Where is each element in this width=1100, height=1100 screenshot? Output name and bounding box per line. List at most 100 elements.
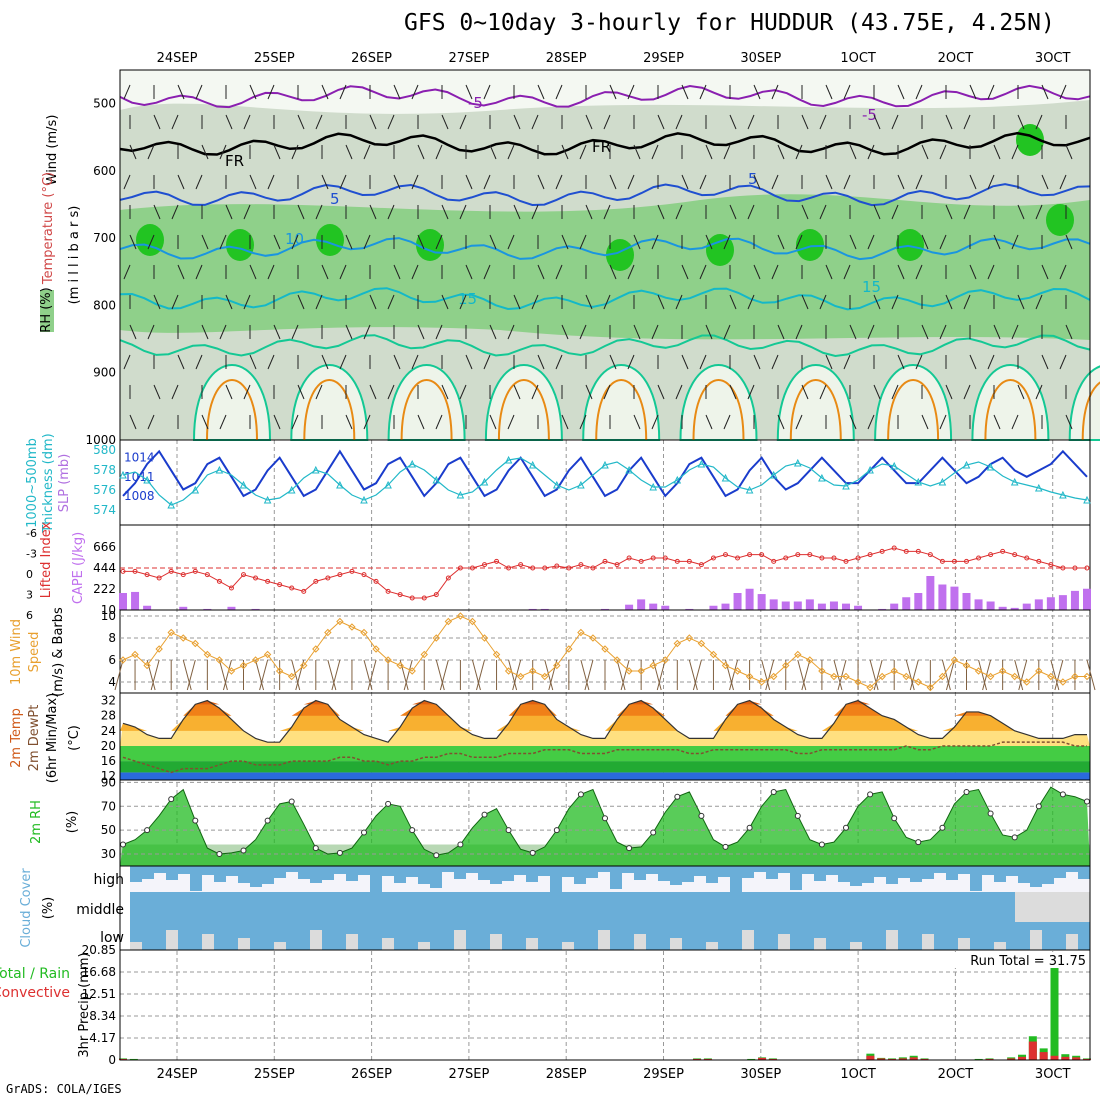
precip-convective-bar bbox=[877, 1058, 886, 1060]
high-cloud-bar bbox=[874, 866, 886, 877]
wind-barb bbox=[489, 324, 497, 340]
wind-barb bbox=[507, 234, 515, 250]
rh-marker bbox=[1084, 798, 1090, 805]
surface-wind-barb bbox=[797, 659, 807, 691]
wind-speed-marker bbox=[251, 656, 260, 664]
wind-barb bbox=[531, 114, 539, 130]
wind-barb bbox=[843, 354, 851, 370]
wind-barb bbox=[729, 294, 737, 310]
surface-wind-barb bbox=[761, 659, 771, 691]
cape-bar bbox=[914, 593, 923, 610]
wind-barb bbox=[267, 264, 275, 280]
wind-barb bbox=[219, 324, 227, 340]
precip-convective-bar bbox=[920, 1058, 929, 1060]
wind-barb bbox=[795, 234, 803, 250]
wind-speed-marker bbox=[312, 645, 320, 653]
cape-bar bbox=[1070, 590, 1079, 610]
top-date-label: 1OCT bbox=[840, 51, 876, 66]
wind-barb bbox=[801, 204, 809, 220]
cape-bar bbox=[829, 601, 838, 610]
wind-barb bbox=[723, 234, 731, 250]
bottom-date-label: 24SEP bbox=[157, 1067, 198, 1082]
rh-marker bbox=[1035, 803, 1042, 810]
li-marker bbox=[361, 572, 367, 578]
rh-marker bbox=[529, 849, 536, 856]
rh-area bbox=[120, 787, 1090, 866]
rh-tick: 30 bbox=[101, 847, 116, 861]
wind-barb bbox=[585, 114, 593, 130]
wind-barb bbox=[657, 384, 665, 400]
wind-tick: 4 bbox=[108, 675, 116, 689]
wind-barb bbox=[777, 414, 785, 430]
wind-barb bbox=[531, 294, 539, 310]
cape-bar bbox=[902, 597, 911, 610]
high-cloud-bar bbox=[586, 866, 598, 878]
high-cloud-bar bbox=[226, 866, 238, 876]
slp-title: SLP (mb) bbox=[57, 454, 72, 513]
rh-marker bbox=[120, 841, 126, 848]
wind-barb bbox=[771, 354, 779, 370]
li-marker bbox=[506, 565, 512, 571]
rh-tick: 50 bbox=[101, 823, 116, 837]
cape-bar bbox=[685, 608, 694, 610]
wind-barb bbox=[555, 354, 563, 370]
thickness-marker bbox=[842, 481, 850, 490]
surface-wind-barb bbox=[182, 659, 192, 691]
wind-speed-marker bbox=[782, 661, 790, 670]
rh-marker bbox=[939, 824, 946, 831]
high-cloud-bar bbox=[646, 866, 658, 874]
wind-speed-marker bbox=[938, 672, 947, 681]
surface-wind-barb bbox=[580, 659, 590, 691]
li-marker bbox=[289, 585, 295, 591]
thickness-title: 1000~500mb bbox=[25, 438, 40, 528]
wind-barb bbox=[651, 144, 659, 160]
wind-barb bbox=[747, 204, 755, 220]
saturated-cell bbox=[896, 229, 924, 261]
surface-wind-barb bbox=[1050, 659, 1060, 691]
rh-marker bbox=[216, 851, 223, 858]
rh-marker bbox=[746, 824, 753, 831]
wind-barb bbox=[537, 84, 545, 100]
wind-barb bbox=[897, 264, 905, 280]
high-cloud-bar bbox=[190, 866, 202, 891]
temp-fill-band bbox=[120, 700, 1090, 746]
li-marker bbox=[1048, 562, 1054, 568]
wind-barb bbox=[675, 114, 683, 130]
high-cloud-bar bbox=[610, 866, 622, 889]
contour-label: 10 bbox=[285, 230, 304, 248]
wind-barb bbox=[339, 264, 347, 280]
low-cloud-bar bbox=[1066, 934, 1078, 950]
wind-barb bbox=[675, 204, 683, 220]
low-cloud-bar bbox=[562, 942, 574, 950]
surface-wind-barb bbox=[439, 659, 449, 691]
low-cloud-bar bbox=[850, 942, 862, 950]
saturated-cell bbox=[1016, 124, 1044, 156]
wind-barb bbox=[321, 84, 329, 100]
cape-bar bbox=[1022, 603, 1031, 610]
low-cloud-bar bbox=[130, 942, 142, 950]
wind-barb bbox=[297, 384, 305, 400]
pressure-tick: 800 bbox=[93, 298, 116, 312]
wind-barb bbox=[153, 384, 161, 400]
wind-barb bbox=[321, 264, 329, 280]
cloud-title: Cloud Cover bbox=[19, 868, 34, 948]
cape-bar bbox=[203, 608, 212, 610]
low-cloud-bar bbox=[994, 942, 1006, 950]
rh-marker bbox=[385, 800, 392, 807]
wind-unit-title: (m/s) & Barbs bbox=[51, 607, 66, 697]
cloud-panel: high middle low bbox=[76, 865, 1091, 951]
thickness-marker bbox=[1059, 490, 1067, 499]
wind-barb bbox=[513, 294, 521, 310]
panel-frame bbox=[119, 949, 1091, 1061]
wind-barb bbox=[945, 204, 953, 220]
li-marker bbox=[771, 558, 777, 564]
cape-bar bbox=[793, 601, 802, 610]
run-total-box bbox=[948, 952, 1088, 968]
surface-wind-barb bbox=[869, 659, 879, 691]
high-cloud-bar bbox=[634, 866, 646, 880]
saturated-cell bbox=[606, 239, 634, 271]
rh-marker bbox=[891, 815, 898, 822]
wind-barb bbox=[609, 264, 617, 280]
surface-wind-barb bbox=[331, 659, 341, 691]
wind-barb bbox=[225, 114, 233, 130]
